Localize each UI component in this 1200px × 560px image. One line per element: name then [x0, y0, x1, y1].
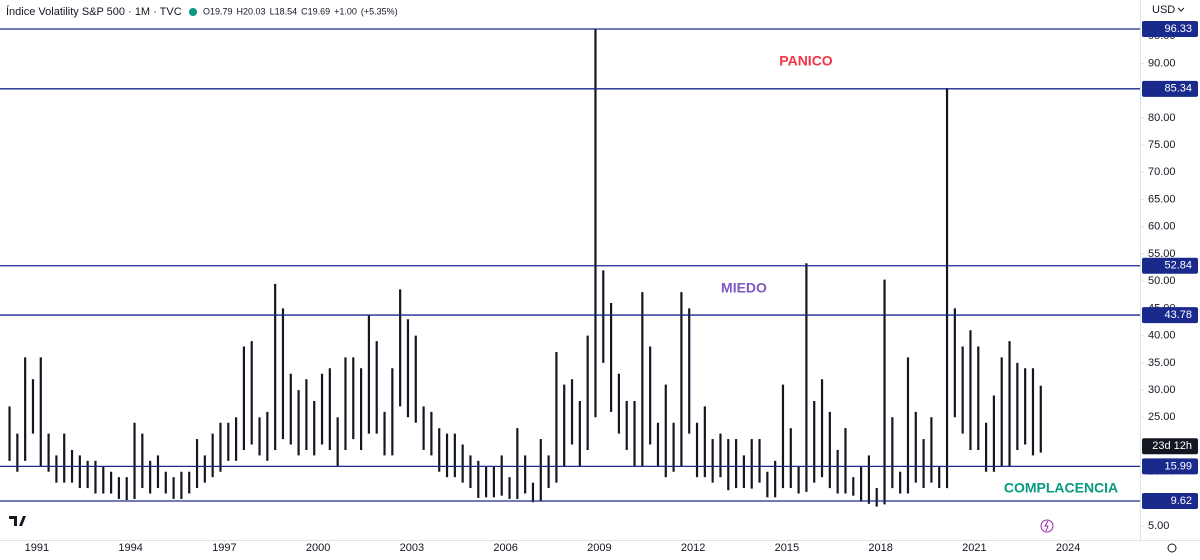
event-icon — [1044, 520, 1049, 532]
level-label-box — [1142, 458, 1198, 475]
y-tick-label: 75.00 — [1148, 139, 1176, 151]
level-label: 96.33 — [1164, 23, 1192, 35]
annotation: COMPLACENCIA — [1004, 480, 1118, 496]
x-tick-label: 1994 — [118, 542, 142, 554]
level-label: 9.62 — [1171, 495, 1192, 507]
currency[interactable]: USD — [1152, 4, 1175, 16]
y-tick-label: 60.00 — [1148, 221, 1176, 233]
ohlc-value: L18.54 — [270, 6, 298, 16]
annotation: PANICO — [779, 53, 833, 69]
y-tick-label: 55.00 — [1148, 248, 1176, 260]
level-label-box — [1142, 307, 1198, 324]
annotation: MIEDO — [721, 280, 767, 296]
level-label: 43.78 — [1164, 309, 1192, 321]
settings-icon[interactable] — [1167, 543, 1177, 553]
level-label-box — [1142, 80, 1198, 97]
y-tick-label: 25.00 — [1148, 411, 1176, 423]
x-tick-label: 2009 — [587, 542, 611, 554]
x-tick-label: 1991 — [25, 542, 49, 554]
y-tick-label: 40.00 — [1148, 330, 1176, 342]
y-tick-label: 30.00 — [1148, 384, 1176, 396]
level-label-box — [1142, 20, 1198, 37]
ohlc-value: H20.03 — [237, 6, 266, 16]
x-tick-label: 2006 — [493, 542, 517, 554]
level-label: 85.34 — [1164, 83, 1192, 95]
level-label: 52.84 — [1164, 260, 1192, 272]
x-tick-label: 2000 — [306, 542, 330, 554]
ohlc-legend: O19.79 H20.03 L18.54 C19.69 +1.00 (+5.35%) — [203, 6, 398, 16]
x-tick-label: 2024 — [1056, 542, 1080, 554]
y-tick-label: 80.00 — [1148, 112, 1176, 124]
x-tick-label: 2018 — [868, 542, 892, 554]
tv-logo[interactable] — [9, 516, 26, 526]
ohlc-value: (+5.35%) — [361, 6, 398, 16]
y-tick-label: 90.00 — [1148, 57, 1176, 69]
y-tick-label: 50.00 — [1148, 275, 1176, 287]
chart-title: Índice Volatility S&P 500 · 1M · TVC — [6, 5, 182, 18]
event-icon[interactable] — [1040, 519, 1054, 533]
x-tick-label: 2012 — [681, 542, 705, 554]
y-tick-label: 65.00 — [1148, 193, 1176, 205]
dropdown-icon[interactable] — [1177, 7, 1185, 12]
x-tick-label: 1997 — [212, 542, 236, 554]
countdown-box — [1142, 438, 1198, 455]
ohlc-value: C19.69 — [301, 6, 330, 16]
ohlc-value: O19.79 — [203, 6, 233, 16]
level-label: 15.99 — [1164, 460, 1192, 472]
y-tick-label: 70.00 — [1148, 166, 1176, 178]
countdown: 23d 12h — [1152, 440, 1192, 452]
level-label-box — [1142, 493, 1198, 510]
y-tick-label: 5.00 — [1148, 520, 1169, 532]
ohlc-value: +1.00 — [334, 6, 357, 16]
y-tick-label: 35.00 — [1148, 357, 1176, 369]
level-label-box — [1142, 257, 1198, 274]
x-tick-label: 2015 — [775, 542, 799, 554]
x-tick-label: 2021 — [962, 542, 986, 554]
status-dot — [189, 8, 197, 16]
x-tick-label: 2003 — [400, 542, 424, 554]
